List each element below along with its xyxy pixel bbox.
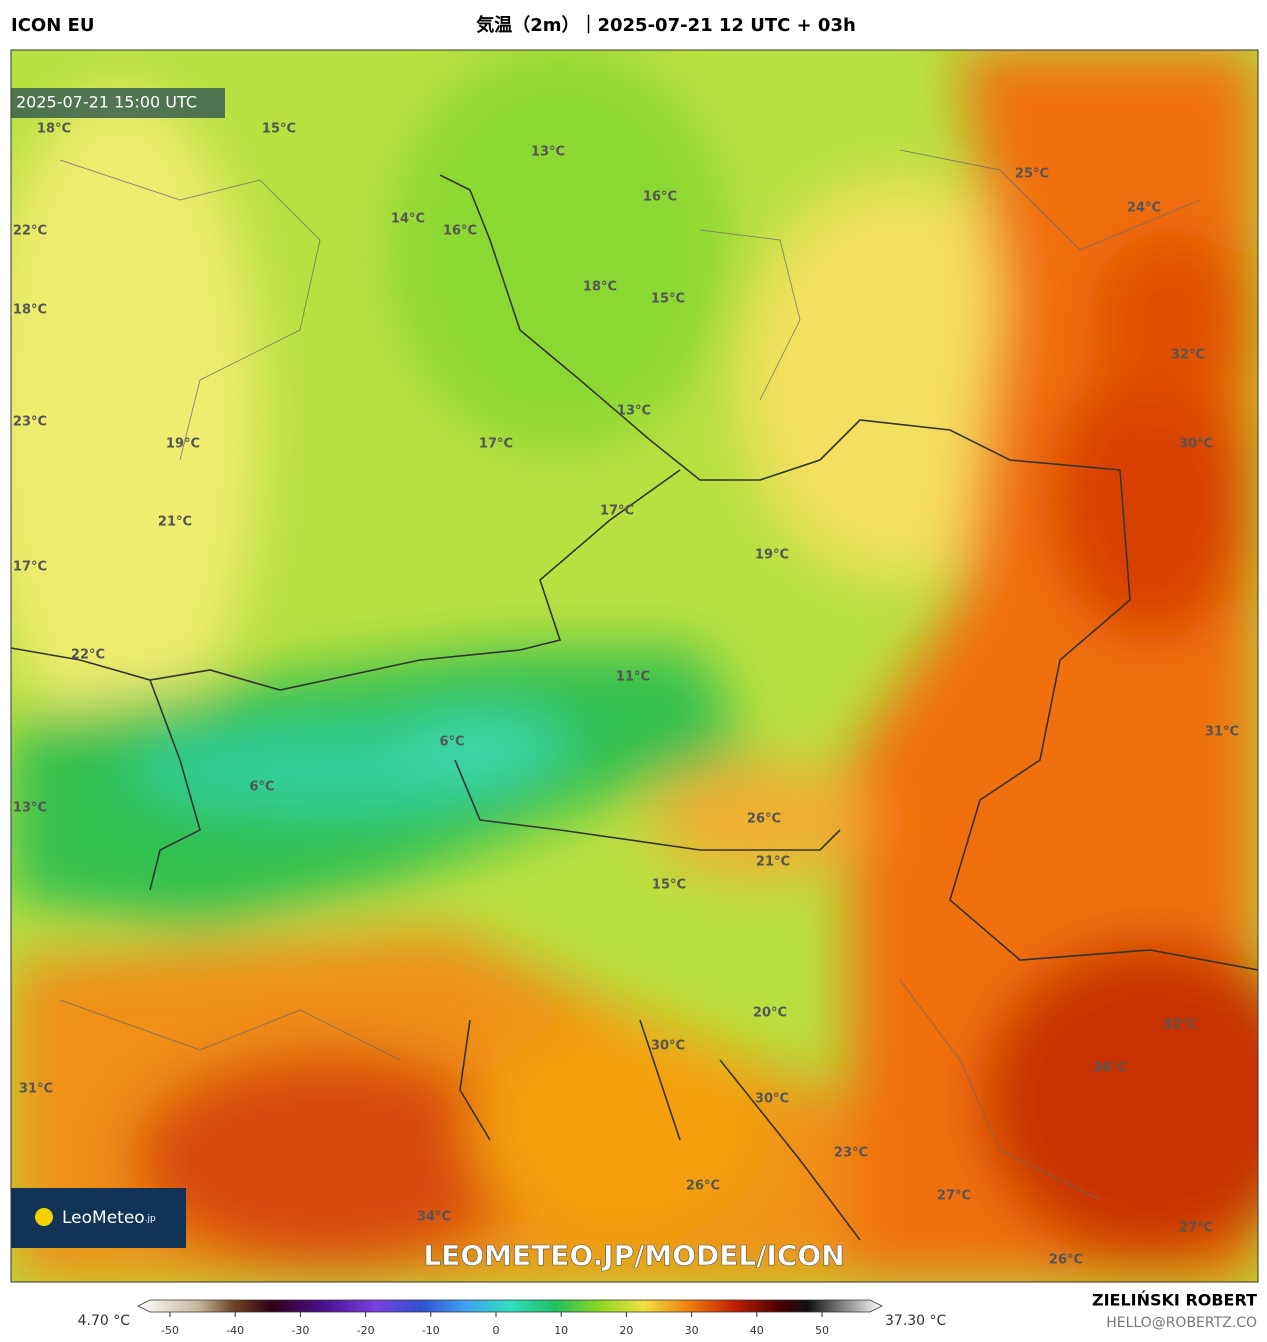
temperature-label: 14°C — [391, 212, 425, 227]
temperature-label: 31°C — [19, 1082, 53, 1097]
colorbar-max: 37.30 °C — [885, 1313, 947, 1329]
temperature-label: 6°C — [439, 735, 464, 750]
colorbar-tick-label: -20 — [357, 1324, 375, 1337]
temperature-label: 30°C — [651, 1039, 685, 1054]
colorbar-bar — [137, 1299, 883, 1313]
author-name: ZIELIŃSKI ROBERT — [1092, 1291, 1257, 1310]
temperature-label: 15°C — [262, 122, 296, 137]
colorbar-min: 4.70 °C — [78, 1313, 131, 1329]
map-labels: 18°C 15°C 13°C 16°C 25°C 24°C 22°C 14°C 16°C 18°C… — [13, 122, 1239, 1268]
temperature-label: 19°C — [166, 437, 200, 452]
temperature-label: 22°C — [13, 224, 47, 239]
temperature-label: 32°C — [1171, 348, 1205, 363]
timestamp: 2025-07-21 15:00 UTC — [16, 93, 197, 112]
temperature-label: 15°C — [651, 292, 685, 307]
temperature-field — [11, 50, 1258, 1282]
temperature-label: 26°C — [747, 812, 781, 827]
temperature-label: 15°C — [652, 878, 686, 893]
colorbar-tick-label: 0 — [493, 1324, 500, 1337]
temperature-label: 27°C — [1179, 1221, 1213, 1236]
logo-sun — [35, 1208, 53, 1226]
temperature-label: 11°C — [616, 670, 650, 685]
watermark: LEOMETEO.JP/MODEL/ICON — [423, 1239, 844, 1272]
map-title: 気温（2m）｜2025-07-21 12 UTC + 03h — [476, 14, 856, 36]
temperature-label: 26°C — [686, 1179, 720, 1194]
temperature-label: 17°C — [479, 437, 513, 452]
colorbar-tick-label: -40 — [226, 1324, 244, 1337]
temperature-label: 17°C — [600, 504, 634, 519]
map-frame — [10, 49, 1259, 1283]
temperature-label: 36°C — [1093, 1061, 1127, 1076]
temperature-label: 34°C — [417, 1210, 451, 1225]
temperature-label: 13°C — [531, 145, 565, 160]
temperature-label: 22°C — [71, 648, 105, 663]
model-name: ICON EU — [11, 15, 94, 36]
regions — [59, 149, 1201, 1201]
colorbar-tick-label: -10 — [422, 1324, 440, 1337]
temperature-label: 31°C — [1205, 725, 1239, 740]
temperature-label: 27°C — [937, 1189, 971, 1204]
logo: LeoMeteo.jp — [62, 1208, 156, 1228]
temperature-label: 25°C — [1015, 167, 1049, 182]
colorbar: 4.70 °C 37.30 °C -50 -40 -30 -20 -10 0 10 20 30 4… — [78, 1299, 947, 1337]
colorbar-tick-label: -30 — [291, 1324, 309, 1337]
colorbar-tick-label: 30 — [685, 1324, 699, 1337]
colorbar-tick-label: 20 — [619, 1324, 633, 1337]
author-email: HELLO@ROBERTZ.CO — [1106, 1315, 1257, 1331]
temperature-label: 18°C — [13, 303, 47, 318]
temperature-label: 23°C — [13, 415, 47, 430]
borders — [11, 174, 1258, 1241]
temperature-label: 17°C — [13, 560, 47, 575]
colorbar-tick-label: 50 — [815, 1324, 829, 1337]
temperature-label: 18°C — [37, 122, 71, 137]
temperature-label: 24°C — [1127, 201, 1161, 216]
colorbar-tick-label: -50 — [161, 1324, 179, 1337]
colorbar-tick-label: 10 — [554, 1324, 568, 1337]
temperature-label: 30°C — [1179, 437, 1213, 452]
temperature-label: 19°C — [755, 548, 789, 563]
temperature-label: 26°C — [1049, 1253, 1083, 1268]
temperature-label: 23°C — [834, 1146, 868, 1161]
temperature-label: 13°C — [617, 404, 651, 419]
temperature-label: 16°C — [643, 190, 677, 205]
timestamp-box — [11, 88, 225, 118]
temperature-label: 6°C — [249, 780, 274, 795]
temperature-label: 20°C — [753, 1006, 787, 1021]
temperature-map: 2025-07-21 15:00 UTC 18°C 15°C 13°C 16°C 25°… — [11, 50, 1258, 1282]
temperature-label: 16°C — [443, 224, 477, 239]
temperature-label: 30°C — [755, 1092, 789, 1107]
colorbar-tick-label: 40 — [750, 1324, 764, 1337]
temperature-label: 13°C — [13, 801, 47, 816]
temperature-label: 32°C — [1163, 1018, 1197, 1033]
temperature-label: 21°C — [756, 855, 790, 870]
logo-name: LeoMeteo — [62, 1208, 145, 1228]
temperature-label: 18°C — [583, 280, 617, 295]
temperature-label: 21°C — [158, 515, 192, 530]
logo-suffix: .jp — [145, 1214, 156, 1224]
